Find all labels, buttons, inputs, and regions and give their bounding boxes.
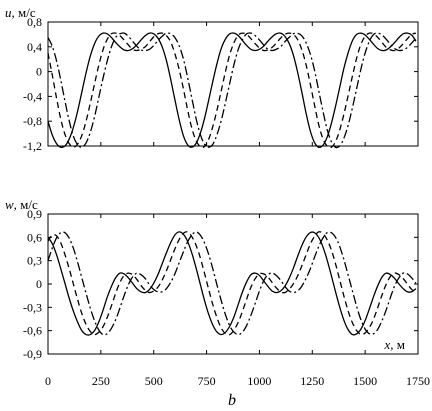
x-axis-unit: , м [390,337,405,352]
chart-panel-1: 0,8 0,4 0 -0,4 -0,8 -1,2 u, м/с [5,5,419,153]
y-axis-title: u, м/с [5,5,36,20]
figure-caption: b [228,392,236,409]
y-axis-unit: , м/с [14,197,38,212]
y-axis-symbol: u [5,5,12,20]
x-tick-label: 1750 [406,374,430,388]
series-line-solid [47,231,417,336]
x-axis-title: x, м [383,337,405,352]
series-line-solid [47,32,417,149]
y-axis-unit: , м/с [12,5,36,20]
y-axis-title: w, м/с [5,197,38,212]
y-axis-symbol: w [5,197,14,212]
x-tick-label: 750 [198,374,216,388]
y-tick-label: 0,4 [27,40,42,54]
y-tick-label: -0,9 [23,347,42,361]
y-tick-label: -0,4 [23,89,42,103]
x-tick-label: 0 [45,374,51,388]
y-tick-label: 0,8 [27,15,42,29]
series-line-dashed [47,231,417,336]
x-tick-label: 1500 [353,374,377,388]
y-tick-label: -0,8 [23,114,42,128]
plot-frame [47,21,419,147]
y-tick-label: -0,3 [23,300,42,314]
y-tick-label: 0,9 [27,207,42,221]
chart-panel-2: 0,90,60,30-0,3-0,6-0,90 250 500 750 1000 1250… [5,197,430,388]
y-tick-label: 0,3 [27,254,42,268]
y-tick-label: 0 [36,277,42,291]
series-line-dash-dot [47,231,417,336]
x-tick-label: 1250 [300,374,324,388]
plot-frame [47,213,419,355]
y-tick-label: 0 [36,65,42,79]
y-tick-label: 0,6 [27,230,42,244]
y-tick-label: -1,2 [23,139,42,153]
series-line-dashed [47,32,417,149]
x-tick-label: 1000 [247,374,271,388]
series-line-dash-dot [47,32,417,149]
x-tick-label: 500 [145,374,163,388]
y-tick-label: -0,6 [23,324,42,338]
x-axis-symbol: x [383,337,390,352]
panels: 0,80,40-0,4-0,8-1,2u, м/с0,90,60,30-0,3-… [5,5,430,388]
x-tick-label: 250 [92,374,110,388]
